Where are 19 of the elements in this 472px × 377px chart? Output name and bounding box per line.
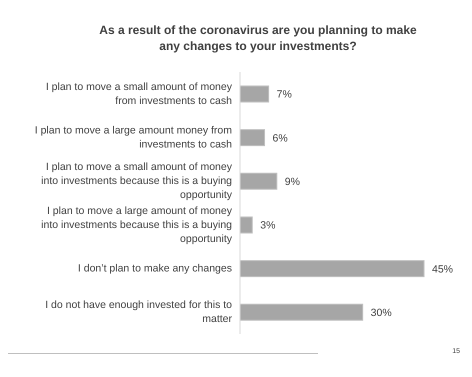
bar xyxy=(240,85,270,102)
data-label: 45% xyxy=(432,263,454,276)
y-tick-label: I don’t plan to make any changes xyxy=(78,262,232,274)
bar xyxy=(240,216,253,234)
data-label: 30% xyxy=(370,307,392,320)
y-tick-label: I do not have enough invested for this to matter xyxy=(45,298,232,325)
data-label: 7% xyxy=(276,88,292,101)
chart-title: As a result of the coronavirus are you planning to make any changes to your investments? xyxy=(98,22,418,55)
bar xyxy=(240,129,266,146)
bar xyxy=(240,172,278,190)
y-tick-label: I plan to move a small amount of money from investments to cash xyxy=(46,80,233,107)
data-label: 6% xyxy=(272,132,288,144)
data-label: 3% xyxy=(260,220,276,232)
y-tick-label: I plan to move a large amount money from investments to cash xyxy=(34,124,232,150)
bar xyxy=(240,260,424,278)
y-tick-label: I plan to move a small amount of money into investments because this is a buying opportunity xyxy=(41,160,233,201)
data-label: 9% xyxy=(284,176,300,188)
bar xyxy=(240,304,364,321)
y-tick-label: I plan to move a large amount of money into investments because this is a buying opportunity xyxy=(41,204,233,245)
